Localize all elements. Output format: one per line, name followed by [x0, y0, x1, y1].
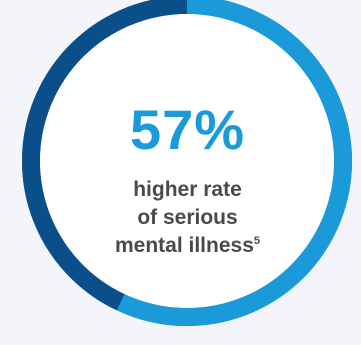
donut-segment-remainder: [22, 0, 188, 311]
donut-segment-value: [116, 0, 352, 326]
donut-inner-fill: [40, 14, 334, 308]
